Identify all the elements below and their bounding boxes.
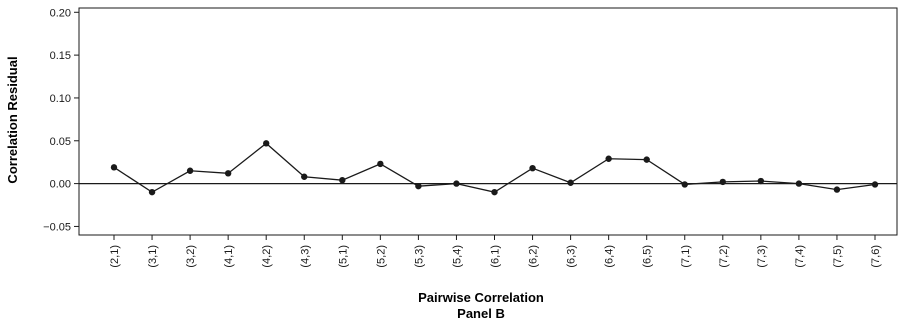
x-tick-label: (4,3): [299, 245, 311, 268]
data-point: [871, 181, 879, 188]
series-line: [113, 142, 876, 193]
y-tick-label: −0.05: [43, 221, 71, 233]
data-point: [719, 178, 726, 186]
x-axis: (2,1) (3,1) (3,2) (4,1) (4,2) (4,3) (5,1) (5,2)…: [109, 235, 882, 268]
data-point: [415, 182, 422, 190]
data-point: [263, 140, 270, 147]
x-tick-label: (6,3): [566, 245, 578, 268]
x-tick-label: (6,1): [490, 245, 502, 268]
data-point: [224, 170, 232, 177]
x-tick-label: (5,1): [337, 245, 349, 268]
data-point: [681, 181, 688, 188]
x-tick-label: (4,1): [223, 245, 235, 268]
plot-frame: [78, 7, 898, 236]
x-tick-label: (5,3): [413, 245, 425, 268]
data-point: [377, 160, 384, 168]
data-point: [339, 176, 346, 184]
x-tick-label: (5,4): [451, 245, 463, 268]
y-tick-label: 0.05: [50, 136, 71, 148]
data-points: [110, 140, 879, 196]
y-axis-title: Correlation Residual: [5, 56, 20, 183]
data-point: [605, 155, 612, 162]
data-point: [186, 167, 194, 174]
y-tick-label: 0.10: [50, 93, 71, 105]
data-point: [148, 188, 156, 196]
x-tick-label: (5,2): [375, 245, 387, 268]
x-tick-label: (7,4): [794, 245, 806, 268]
data-point: [567, 179, 574, 186]
y-tick-label: 0.15: [50, 50, 71, 62]
data-point: [110, 164, 118, 171]
data-point: [795, 180, 803, 187]
data-point: [833, 186, 841, 193]
y-axis: 0.20 0.15 0.10 0.05 0.00 −0.05: [43, 7, 79, 233]
data-point: [529, 164, 536, 172]
x-tick-label: (7,2): [718, 245, 730, 268]
y-tick-label: 0.20: [50, 7, 71, 19]
data-point: [301, 173, 308, 180]
x-tick-label: (3,2): [185, 245, 197, 268]
data-point: [491, 188, 498, 196]
x-axis-title: Pairwise Correlation: [418, 290, 544, 305]
x-tick-label: (3,1): [147, 245, 159, 268]
panel-label: Panel B: [457, 306, 505, 321]
x-tick-label: (7,6): [870, 245, 882, 268]
data-point: [757, 177, 765, 185]
x-tick-label: (7,5): [832, 245, 844, 268]
x-tick-label: (6,5): [642, 245, 654, 268]
x-tick-label: (2,1): [109, 245, 121, 268]
y-tick-label: 0.00: [50, 179, 71, 191]
x-tick-label: (7,3): [756, 245, 768, 268]
x-tick-label: (6,2): [528, 245, 540, 268]
data-point: [643, 156, 650, 163]
x-tick-label: (6,4): [604, 245, 616, 268]
x-tick-label: (4,2): [261, 245, 273, 268]
data-point: [453, 180, 460, 187]
x-tick-label: (7,1): [680, 245, 692, 268]
